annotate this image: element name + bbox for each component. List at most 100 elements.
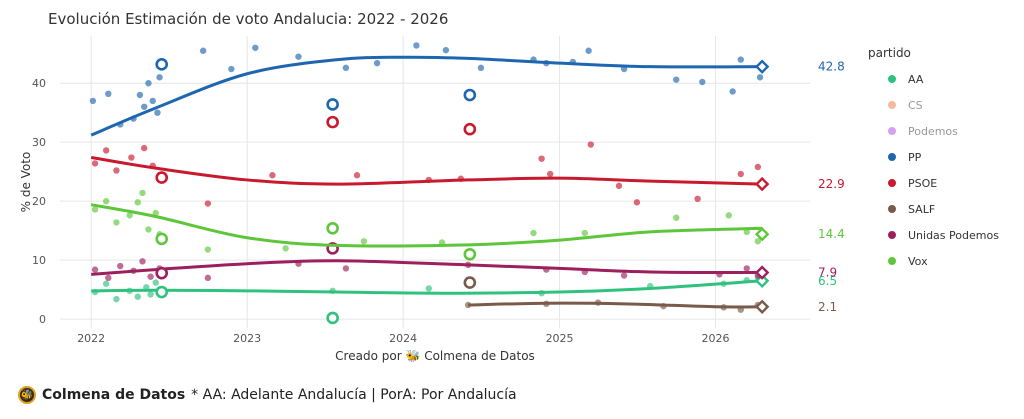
point-psoe xyxy=(128,154,135,161)
marked-poll-vox xyxy=(326,222,339,235)
point-psoe xyxy=(102,147,110,154)
point-pp xyxy=(154,109,161,116)
point-unidas-podemos xyxy=(342,265,350,272)
point-psoe xyxy=(140,144,148,152)
point-aa xyxy=(147,291,154,298)
point-pp xyxy=(737,56,744,63)
marked-poll-pp xyxy=(463,88,477,102)
point-pp xyxy=(228,65,235,73)
legend-swatch-psoe xyxy=(888,179,896,187)
point-aa xyxy=(425,285,433,292)
point-psoe xyxy=(694,195,701,203)
legend-label-cs: CS xyxy=(908,98,923,112)
legend-label-psoe: PSOE xyxy=(908,176,938,190)
point-vox xyxy=(145,226,152,233)
legend-swatch-pp xyxy=(888,153,896,161)
marked-poll-pp xyxy=(326,98,339,111)
point-vox xyxy=(725,212,733,219)
end-label-vox: 14.4 xyxy=(818,227,845,241)
legend-swatch-aa xyxy=(888,75,896,83)
legend-swatch-unidas-podemos xyxy=(888,231,896,239)
legend-title: partido xyxy=(868,46,911,60)
legend-label-vox: Vox xyxy=(908,254,928,268)
legend-item-unidas-podemos[interactable]: Unidas Podemos xyxy=(868,222,999,248)
marked-poll-pp xyxy=(155,58,169,71)
point-pp xyxy=(442,46,450,54)
end-label-salf: 2.1 xyxy=(818,300,837,314)
point-pp xyxy=(342,64,350,72)
legend-item-pp[interactable]: PP xyxy=(868,144,999,170)
point-unidas-podemos xyxy=(117,262,124,270)
legend-label-aa: AA xyxy=(908,72,924,86)
last-value-marker-vox xyxy=(754,227,770,242)
legend-item-cs[interactable]: CS xyxy=(868,92,999,118)
point-vox xyxy=(91,206,99,213)
point-unidas-podemos xyxy=(139,258,146,265)
legend-label-pp: PP xyxy=(908,150,922,164)
footer-brand: Colmena de Datos xyxy=(42,387,186,403)
marked-poll-salf xyxy=(463,276,477,289)
x-tick-label: 2024 xyxy=(389,332,417,345)
point-pp xyxy=(295,53,302,60)
legend-item-aa[interactable]: AA xyxy=(868,66,999,92)
last-value-marker-unidas-podemos xyxy=(754,265,770,280)
trend-line-aa xyxy=(91,279,763,295)
point-psoe xyxy=(91,160,99,167)
point-pp xyxy=(756,74,764,81)
marked-poll-psoe xyxy=(326,115,339,129)
legend-swatch-salf xyxy=(888,205,896,213)
point-vox xyxy=(139,189,146,197)
legend-swatch-cs xyxy=(888,101,896,109)
point-unidas-podemos xyxy=(743,265,750,272)
legend-label-salf: SALF xyxy=(908,202,936,216)
x-tick-label: 2023 xyxy=(233,332,261,345)
trend-line-pp xyxy=(90,55,763,137)
legend: partido AA CS Podemos PP PSOE SALF Unidas Pode… xyxy=(868,46,999,274)
end-label-pp: 42.8 xyxy=(818,60,845,74)
point-pp xyxy=(149,97,156,105)
point-psoe xyxy=(754,163,762,171)
trend-line-vox xyxy=(90,203,763,248)
legend-item-vox[interactable]: Vox xyxy=(868,248,999,274)
legend-item-salf[interactable]: SALF xyxy=(868,196,999,222)
point-pp xyxy=(199,47,207,54)
point-vox xyxy=(743,228,750,236)
legend-item-podemos[interactable]: Podemos xyxy=(868,118,999,144)
point-pp xyxy=(105,90,112,98)
point-vox xyxy=(204,246,212,253)
point-pp xyxy=(673,76,680,83)
x-tick-label: 2022 xyxy=(77,332,105,345)
point-aa xyxy=(102,280,110,287)
marked-poll-unidas-podemos xyxy=(155,266,169,280)
marked-poll-aa xyxy=(326,311,339,325)
end-label-aa: 6.5 xyxy=(818,274,837,288)
point-pp xyxy=(729,88,736,95)
marked-poll-psoe xyxy=(463,122,477,136)
point-psoe xyxy=(633,199,641,206)
marked-poll-psoe xyxy=(155,171,169,184)
footer: 🐝 Colmena de Datos * AA: Adelante Andalu… xyxy=(18,386,517,404)
trend-line-unidas-podemos xyxy=(91,259,763,276)
point-vox xyxy=(360,238,368,245)
point-pp xyxy=(585,47,592,54)
x-tick-label: 2026 xyxy=(702,332,730,345)
point-pp xyxy=(373,59,381,67)
point-psoe xyxy=(615,182,623,190)
point-vox xyxy=(152,209,159,217)
point-vox xyxy=(134,199,141,206)
point-pp xyxy=(145,79,152,87)
last-value-marker-pp xyxy=(754,59,770,74)
legend-item-psoe[interactable]: PSOE xyxy=(868,170,999,196)
y-tick-label: 30 xyxy=(32,136,46,149)
marked-poll-vox xyxy=(155,232,169,246)
legend-swatch-vox xyxy=(888,257,896,265)
point-vox xyxy=(530,229,537,237)
chart-title: Evolución Estimación de voto Andalucia: … xyxy=(48,10,449,28)
trend-line-psoe xyxy=(90,156,763,186)
point-salf xyxy=(464,301,472,309)
point-vox xyxy=(673,214,680,221)
point-aa xyxy=(134,293,141,300)
point-pp xyxy=(156,74,163,81)
point-psoe xyxy=(546,170,554,178)
point-pp xyxy=(89,97,97,105)
